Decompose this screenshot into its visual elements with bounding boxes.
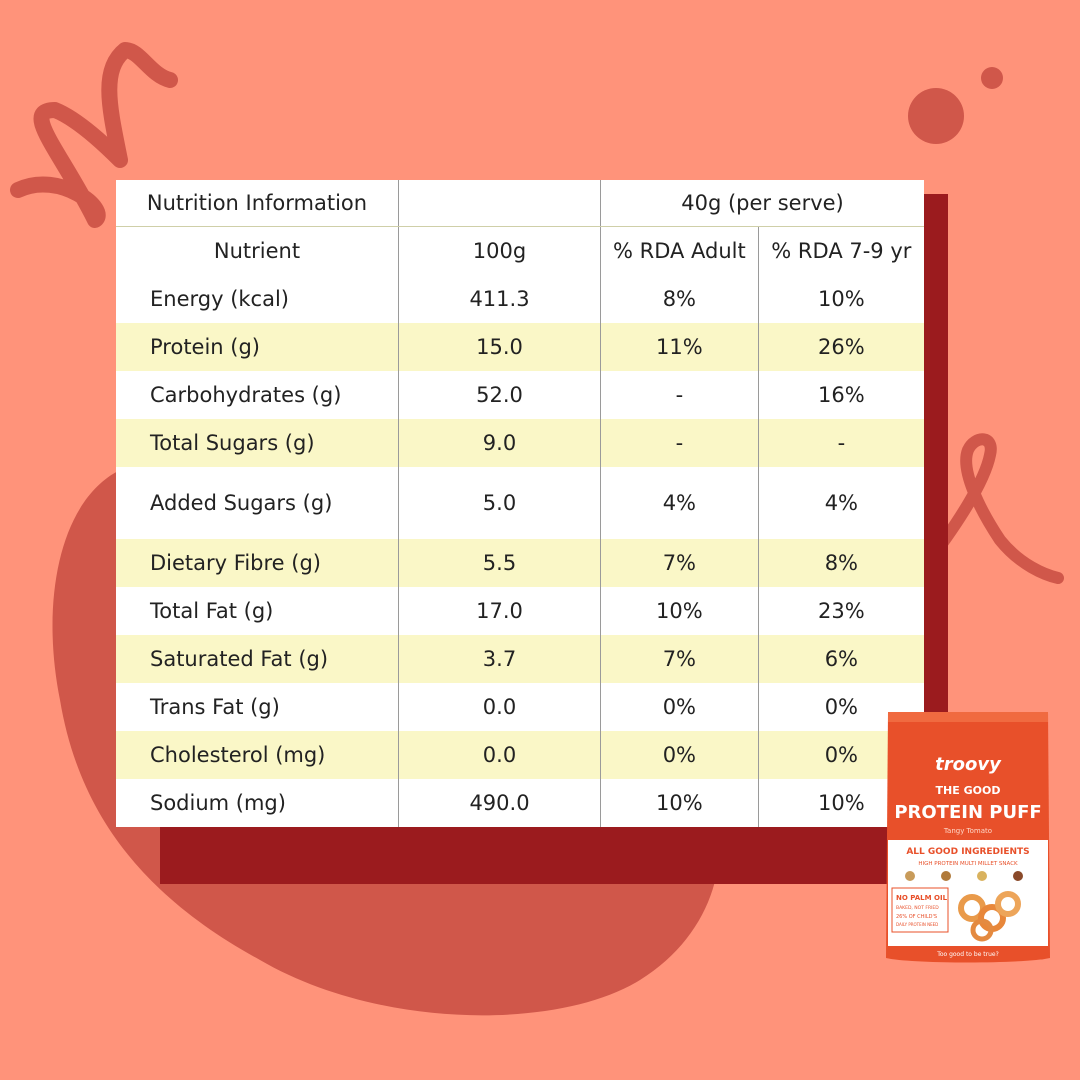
header-rda-adult: % RDA Adult xyxy=(600,226,759,275)
value-100g: 3.7 xyxy=(398,635,601,683)
nutrient-name: Energy (kcal) xyxy=(150,287,289,311)
table-row: Trans Fat (g) 0.0 0% 0% xyxy=(116,683,924,731)
header-rda-child: % RDA 7-9 yr xyxy=(757,226,924,275)
table-row: Total Sugars (g) 9.0 - - xyxy=(116,419,924,467)
product-pack-image: troovy THE GOOD PROTEIN PUFF Tangy Tomat… xyxy=(886,712,1050,963)
value-rda-child: 8% xyxy=(757,539,924,587)
nutrition-table: Nutrition Information 40g (per serve) Nu… xyxy=(116,180,924,827)
pack-claim3: 26% OF CHILD'S xyxy=(896,914,937,920)
grain-icon xyxy=(1013,871,1023,881)
pack-line2: PROTEIN PUFF xyxy=(894,802,1041,823)
value-rda-adult: 8% xyxy=(600,275,759,323)
value-rda-child: 16% xyxy=(757,371,924,419)
value-100g: 411.3 xyxy=(398,275,601,323)
value-rda-child: 26% xyxy=(757,323,924,371)
value-rda-adult: 0% xyxy=(600,731,759,779)
dot-large xyxy=(908,88,964,144)
value-rda-adult: 0% xyxy=(600,683,759,731)
value-rda-adult: 10% xyxy=(600,779,759,827)
table-row: Dietary Fibre (g) 5.5 7% 8% xyxy=(116,539,924,587)
table-row: Carbohydrates (g) 52.0 - 16% xyxy=(116,371,924,419)
pack-claim-box xyxy=(891,887,949,933)
nutrient-name: Total Sugars (g) xyxy=(150,431,315,455)
value-100g: 52.0 xyxy=(398,371,601,419)
nutrient-name: Protein (g) xyxy=(150,335,261,359)
table-title: Nutrition Information xyxy=(116,180,399,227)
value-100g: 5.5 xyxy=(398,539,601,587)
pack-tagline: Too good to be true? xyxy=(936,951,999,958)
column-header-row: Nutrient 100g % RDA Adult % RDA 7-9 yr xyxy=(116,226,924,275)
table-row: Cholesterol (mg) 0.0 0% 0% xyxy=(116,731,924,779)
grain-icon xyxy=(977,871,987,881)
dot-small xyxy=(981,67,1003,89)
table-title-spacer xyxy=(398,180,601,227)
table-row: Added Sugars (g) 5.0 4% 4% xyxy=(116,467,924,539)
serve-label: 40g (per serve) xyxy=(600,180,924,227)
pack-flavour: Tangy Tomato xyxy=(943,827,992,835)
nutrient-name: Trans Fat (g) xyxy=(150,695,280,719)
table-row: Energy (kcal) 411.3 8% 10% xyxy=(116,275,924,323)
value-100g: 490.0 xyxy=(398,779,601,827)
pack-brand: troovy xyxy=(935,754,1002,775)
puff-rings-illustration xyxy=(958,891,1021,942)
loop-decoration xyxy=(924,433,1064,584)
nutrient-name: Total Fat (g) xyxy=(150,599,274,623)
value-100g: 0.0 xyxy=(398,683,601,731)
pack-claim2: BAKED, NOT FRIED xyxy=(896,905,939,911)
header-nutrient: Nutrient xyxy=(213,239,301,263)
squiggle-decoration xyxy=(10,42,178,228)
value-rda-adult: 7% xyxy=(600,635,759,683)
pack-banner: ALL GOOD INGREDIENTS xyxy=(906,847,1029,857)
value-rda-adult: 7% xyxy=(600,539,759,587)
table-row: Saturated Fat (g) 3.7 7% 6% xyxy=(116,635,924,683)
value-rda-adult: - xyxy=(600,419,759,467)
table-row: Total Fat (g) 17.0 10% 23% xyxy=(116,587,924,635)
value-rda-child: - xyxy=(757,419,924,467)
value-rda-child: 10% xyxy=(757,275,924,323)
table-row: Sodium (mg) 490.0 10% 10% xyxy=(116,779,924,827)
pack-claim4: DAILY PROTEIN NEED xyxy=(896,922,938,927)
value-100g: 0.0 xyxy=(398,731,601,779)
value-100g: 17.0 xyxy=(398,587,601,635)
value-rda-child: 6% xyxy=(757,635,924,683)
table-title-row: Nutrition Information 40g (per serve) xyxy=(116,180,924,227)
value-rda-adult: 10% xyxy=(600,587,759,635)
nutrient-name: Dietary Fibre (g) xyxy=(150,551,321,575)
value-rda-adult: 4% xyxy=(600,467,759,539)
header-100g: 100g xyxy=(398,226,601,275)
grain-icon xyxy=(905,871,915,881)
value-rda-child: 4% xyxy=(757,467,924,539)
pack-line1: THE GOOD xyxy=(936,784,1001,797)
value-rda-adult: 11% xyxy=(600,323,759,371)
grain-icon xyxy=(941,871,951,881)
nutrient-name: Carbohydrates (g) xyxy=(150,383,342,407)
table-row: Protein (g) 15.0 11% 26% xyxy=(116,323,924,371)
nutrient-name: Cholesterol (mg) xyxy=(150,743,326,767)
value-rda-child: 23% xyxy=(757,587,924,635)
nutrient-name: Sodium (mg) xyxy=(150,791,286,815)
value-100g: 15.0 xyxy=(398,323,601,371)
nutrient-name: Added Sugars (g) xyxy=(150,491,333,515)
nutrient-name: Saturated Fat (g) xyxy=(150,647,329,671)
pack-claim1: NO PALM OIL xyxy=(896,894,948,902)
pack-sub: HIGH PROTEIN MULTI MILLET SNACK xyxy=(918,861,1018,867)
value-100g: 5.0 xyxy=(398,467,601,539)
value-100g: 9.0 xyxy=(398,419,601,467)
value-rda-adult: - xyxy=(600,371,759,419)
pack-seal xyxy=(888,712,1048,722)
